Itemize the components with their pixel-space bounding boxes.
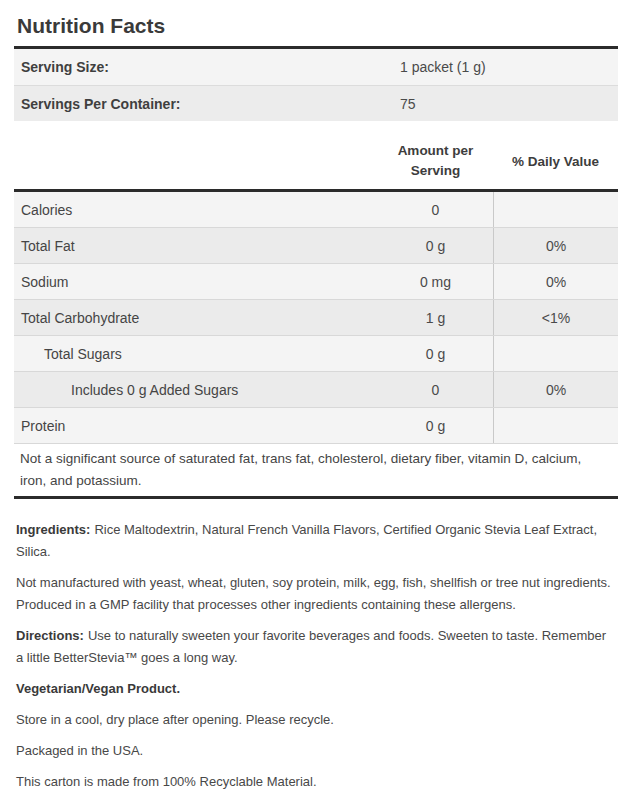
- header-spacer: [14, 141, 378, 181]
- row-daily-value: [493, 336, 618, 371]
- row-daily-value: 0%: [493, 264, 618, 299]
- packaging-note: Packaged in the USA.: [16, 740, 616, 762]
- page-title: Nutrition Facts: [17, 12, 618, 40]
- row-amount: 1 g: [378, 310, 493, 326]
- row-label: Total Fat: [14, 238, 378, 254]
- row-amount: 0 g: [378, 238, 493, 254]
- servings-per-container-row: Servings Per Container: 75: [14, 85, 618, 121]
- row-daily-value: 0%: [493, 372, 618, 407]
- row-daily-value: 0%: [493, 228, 618, 263]
- directions-paragraph: Directions:Use to naturally sweeten your…: [16, 625, 616, 669]
- servings-per-container-label: Servings Per Container:: [14, 96, 400, 112]
- row-label: Total Carbohydrate: [14, 310, 378, 326]
- daily-value-header: % Daily Value: [493, 141, 618, 181]
- ingredients-paragraph: Ingredients:Rice Maltodextrin, Natural F…: [16, 519, 616, 563]
- table-row-total-fat: Total Fat 0 g 0%: [14, 228, 618, 264]
- serving-size-value: 1 packet (1 g): [400, 59, 618, 75]
- row-label: Protein: [14, 418, 378, 434]
- serving-size-label: Serving Size:: [14, 59, 400, 75]
- nutrition-footnote: Not a significant source of saturated fa…: [14, 444, 618, 499]
- nutrition-facts-panel: Nutrition Facts Serving Size: 1 packet (…: [0, 0, 632, 806]
- vegetarian-vegan-note: Vegetarian/Vegan Product.: [16, 678, 616, 700]
- directions-text: Use to naturally sweeten your favorite b…: [16, 628, 606, 665]
- directions-label: Directions:: [16, 628, 84, 643]
- allergen-paragraph: Not manufactured with yeast, wheat, glut…: [16, 572, 616, 616]
- table-row-total-carbohydrate: Total Carbohydrate 1 g <1%: [14, 300, 618, 336]
- table-row-total-sugars: Total Sugars 0 g: [14, 336, 618, 372]
- ingredients-text: Rice Maltodextrin, Natural French Vanill…: [16, 522, 597, 559]
- storage-note: Store in a cool, dry place after opening…: [16, 709, 616, 731]
- serving-size-row: Serving Size: 1 packet (1 g): [14, 49, 618, 85]
- table-row-added-sugars: Includes 0 g Added Sugars 0 0%: [14, 372, 618, 408]
- table-row-sodium: Sodium 0 mg 0%: [14, 264, 618, 300]
- row-daily-value: <1%: [493, 300, 618, 335]
- row-label: Includes 0 g Added Sugars: [14, 382, 378, 398]
- row-daily-value: [493, 408, 618, 443]
- row-amount: 0: [378, 202, 493, 218]
- recyclable-note: This carton is made from 100% Recyclable…: [16, 771, 616, 793]
- row-amount: 0 g: [378, 346, 493, 362]
- amount-per-serving-header: Amount per Serving: [378, 141, 493, 181]
- servings-per-container-value: 75: [400, 96, 618, 112]
- product-details-section: Ingredients:Rice Maltodextrin, Natural F…: [14, 519, 618, 793]
- row-amount: 0 mg: [378, 274, 493, 290]
- nutrition-table-body: Calories 0 Total Fat 0 g 0% Sodium 0 mg …: [14, 192, 618, 444]
- table-row-protein: Protein 0 g: [14, 408, 618, 444]
- row-label: Calories: [14, 202, 378, 218]
- row-label: Total Sugars: [14, 346, 378, 362]
- nutrition-table-header: Amount per Serving % Daily Value: [14, 135, 618, 192]
- row-amount: 0: [378, 382, 493, 398]
- row-daily-value: [493, 192, 618, 227]
- ingredients-label: Ingredients:: [16, 522, 90, 537]
- serving-info-table: Serving Size: 1 packet (1 g) Servings Pe…: [14, 46, 618, 121]
- row-amount: 0 g: [378, 418, 493, 434]
- row-label: Sodium: [14, 274, 378, 290]
- table-row-calories: Calories 0: [14, 192, 618, 228]
